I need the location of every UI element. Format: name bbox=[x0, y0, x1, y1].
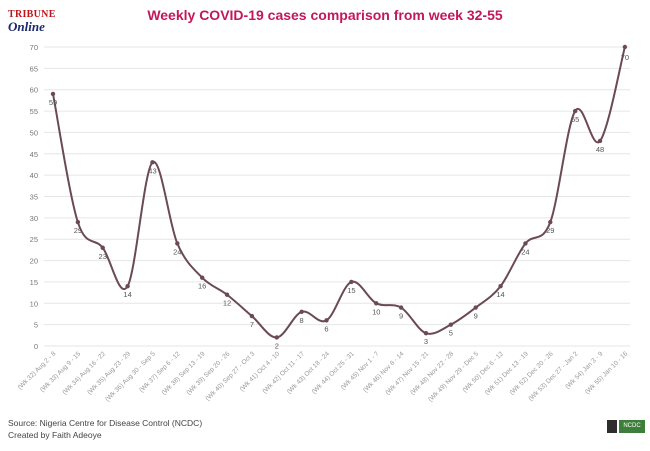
data-label: 48 bbox=[596, 145, 604, 154]
data-point bbox=[75, 219, 81, 225]
y-tick-label: 40 bbox=[30, 171, 38, 180]
y-tick-label: 10 bbox=[30, 299, 38, 308]
data-point bbox=[224, 292, 230, 297]
data-point bbox=[199, 275, 205, 280]
data-label: 15 bbox=[347, 286, 355, 295]
badge-label: NCDC bbox=[619, 420, 645, 433]
tribune-online-logo: TRIBUNE Online bbox=[8, 9, 56, 36]
y-tick-label: 50 bbox=[30, 128, 38, 137]
y-tick-label: 45 bbox=[30, 150, 38, 159]
y-tick-label: 70 bbox=[30, 43, 38, 52]
data-label: 70 bbox=[621, 53, 629, 62]
y-tick-label: 30 bbox=[30, 214, 38, 223]
y-tick-label: 65 bbox=[30, 64, 38, 73]
ncdc-badge: NCDC bbox=[607, 420, 645, 433]
data-point bbox=[100, 245, 105, 250]
x-tick-label: (Wk 55) Jan 10 - 16 bbox=[584, 350, 630, 396]
data-point bbox=[299, 309, 304, 315]
data-point bbox=[374, 301, 379, 306]
data-label: 59 bbox=[49, 98, 57, 107]
data-point bbox=[622, 44, 628, 50]
data-label: 29 bbox=[74, 226, 82, 235]
data-label: 10 bbox=[372, 307, 380, 316]
badge-flag-icon bbox=[607, 420, 617, 433]
y-tick-label: 0 bbox=[34, 342, 38, 351]
x-tick-label: (Wk 44) Oct 25 - 31 bbox=[311, 350, 356, 395]
data-point bbox=[448, 322, 454, 327]
x-tick-label: (Wk 42) Oct 11 - 17 bbox=[261, 350, 306, 395]
data-point bbox=[398, 305, 404, 310]
data-label: 8 bbox=[300, 316, 304, 325]
data-label: 2 bbox=[275, 341, 279, 350]
data-point bbox=[50, 91, 56, 97]
credit-note: Created by Faith Adeoye bbox=[8, 430, 102, 440]
x-tick-label: (Wk 35) Aug 23 - 29 bbox=[86, 350, 132, 396]
data-label: 14 bbox=[123, 290, 131, 299]
data-label: 9 bbox=[474, 312, 478, 321]
data-point bbox=[349, 279, 354, 285]
series-line bbox=[52, 46, 626, 339]
logo-top-text: TRIBUNE bbox=[8, 9, 56, 20]
logo-bottom-text: Online bbox=[8, 19, 45, 34]
data-point bbox=[150, 160, 155, 165]
x-tick-label: (Wk 51) Dec 13 - 19 bbox=[484, 350, 530, 396]
x-tick-label: (Wk 48) Nov 22 - 28 bbox=[409, 350, 455, 396]
data-point bbox=[572, 108, 578, 114]
x-tick-label: (Wk 40) Sep 27 - Oct 3 bbox=[204, 350, 256, 402]
data-label: 3 bbox=[424, 337, 428, 346]
data-point bbox=[274, 335, 279, 340]
x-tick-label: (Wk 38) Sep 13 - 19 bbox=[161, 350, 207, 396]
data-point bbox=[498, 284, 503, 289]
x-tick-label: (Wk 34) Aug 16 - 22 bbox=[61, 350, 107, 396]
data-point bbox=[175, 241, 180, 246]
source-note: Source: Nigeria Centre for Disease Contr… bbox=[8, 418, 203, 428]
data-label: 9 bbox=[399, 312, 403, 321]
data-point bbox=[125, 284, 130, 289]
y-tick-label: 35 bbox=[30, 193, 38, 202]
y-tick-label: 20 bbox=[30, 257, 38, 266]
y-tick-label: 55 bbox=[30, 107, 38, 116]
data-label: 24 bbox=[173, 247, 181, 256]
chart-title: Weekly COVID-19 cases comparison from we… bbox=[147, 7, 503, 23]
data-point bbox=[249, 313, 255, 319]
data-label: 24 bbox=[521, 247, 529, 256]
data-point bbox=[523, 241, 528, 246]
data-label: 16 bbox=[198, 282, 206, 291]
x-tick-label: (Wk 43) Oct 18 - 24 bbox=[286, 350, 331, 395]
x-tick-label: (Wk 52) Dec 20 - 26 bbox=[509, 350, 555, 396]
data-point bbox=[473, 305, 478, 310]
data-label: 5 bbox=[449, 329, 453, 338]
data-point bbox=[548, 219, 553, 225]
data-label: 7 bbox=[250, 320, 254, 329]
data-point bbox=[597, 138, 603, 144]
data-label: 43 bbox=[148, 166, 156, 175]
data-label: 29 bbox=[546, 226, 554, 235]
x-tick-label: (Wk 39) Sep 20 - 26 bbox=[185, 350, 231, 396]
data-point bbox=[324, 318, 329, 323]
data-label: 55 bbox=[571, 115, 579, 124]
y-tick-label: 25 bbox=[30, 235, 38, 244]
x-tick-label: (Wk 53) Dec 27 - Jan 2 bbox=[527, 350, 579, 402]
y-tick-label: 60 bbox=[30, 86, 38, 95]
y-tick-label: 15 bbox=[30, 278, 38, 287]
data-point bbox=[423, 330, 429, 336]
data-label: 23 bbox=[99, 252, 107, 261]
data-label: 14 bbox=[496, 290, 504, 299]
data-label: 6 bbox=[324, 324, 328, 333]
x-tick-label: (Wk 47) Nov 15 - 21 bbox=[384, 350, 430, 396]
data-label: 12 bbox=[223, 299, 231, 308]
y-tick-label: 5 bbox=[34, 321, 38, 330]
